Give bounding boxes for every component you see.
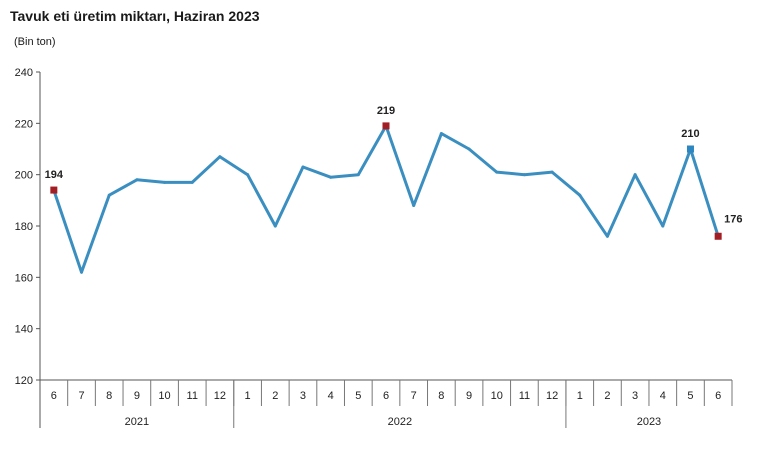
highlight-marker — [714, 232, 722, 240]
data-point — [329, 175, 333, 179]
data-label: 194 — [45, 169, 64, 181]
data-point — [356, 173, 360, 177]
data-point — [218, 155, 222, 159]
data-point — [439, 132, 443, 136]
y-tick-label: 160 — [15, 272, 33, 284]
y-tick-label: 140 — [15, 324, 33, 336]
x-tick-label: 2 — [604, 390, 610, 402]
x-year-label: 2021 — [125, 416, 149, 428]
x-tick-label: 3 — [300, 390, 306, 402]
data-label: 210 — [681, 128, 699, 140]
x-tick-label: 8 — [438, 390, 444, 402]
x-year-label: 2023 — [637, 416, 661, 428]
data-point — [80, 270, 84, 274]
x-year-label: 2022 — [388, 416, 412, 428]
y-tick-label: 180 — [15, 221, 33, 233]
x-tick-label: 6 — [715, 390, 721, 402]
x-tick-label: 11 — [519, 390, 530, 402]
x-tick-label: 11 — [187, 390, 198, 402]
x-tick-label: 6 — [51, 390, 57, 402]
data-point — [246, 173, 250, 177]
x-tick-label: 4 — [660, 390, 666, 402]
x-tick-label: 9 — [466, 390, 472, 402]
data-point — [550, 170, 554, 174]
data-point — [661, 224, 665, 228]
data-point — [135, 178, 139, 182]
y-tick-label: 220 — [15, 118, 33, 130]
data-point — [467, 147, 471, 151]
x-tick-label: 10 — [158, 390, 170, 402]
x-tick-label: 12 — [546, 390, 558, 402]
data-label: 219 — [377, 105, 395, 117]
x-tick-label: 4 — [328, 390, 334, 402]
x-tick-label: 9 — [134, 390, 140, 402]
x-tick-label: 2 — [272, 390, 278, 402]
series-line — [52, 124, 720, 274]
data-point — [301, 165, 305, 169]
data-point — [578, 193, 582, 197]
x-tick-label: 10 — [491, 390, 503, 402]
y-tick-label: 200 — [15, 170, 33, 182]
data-point — [495, 170, 499, 174]
highlight-marker — [686, 145, 694, 153]
x-tick-label: 3 — [632, 390, 638, 402]
x-tick-label: 5 — [687, 390, 693, 402]
x-tick-label: 12 — [214, 390, 226, 402]
data-point — [605, 234, 609, 238]
y-tick-label: 120 — [15, 375, 33, 387]
chart-title: Tavuk eti üretim miktarı, Haziran 2023 — [10, 8, 260, 24]
x-tick-label: 5 — [355, 390, 361, 402]
highlight-marker — [382, 122, 390, 130]
data-label: 176 — [724, 213, 742, 225]
data-point — [190, 180, 194, 184]
data-point — [163, 180, 167, 184]
data-point — [273, 224, 277, 228]
x-tick-label: 7 — [411, 390, 417, 402]
x-tick-label: 8 — [106, 390, 112, 402]
y-axis-unit-label: (Bin ton) — [14, 36, 56, 48]
x-tick-label: 1 — [577, 390, 583, 402]
x-tick-label: 7 — [78, 390, 84, 402]
x-tick-label: 1 — [245, 390, 251, 402]
data-point — [412, 203, 416, 207]
y-tick-label: 240 — [15, 67, 33, 79]
data-point — [633, 173, 637, 177]
data-point — [107, 193, 111, 197]
data-point — [522, 173, 526, 177]
highlight-marker — [50, 186, 58, 194]
x-tick-label: 6 — [383, 390, 389, 402]
